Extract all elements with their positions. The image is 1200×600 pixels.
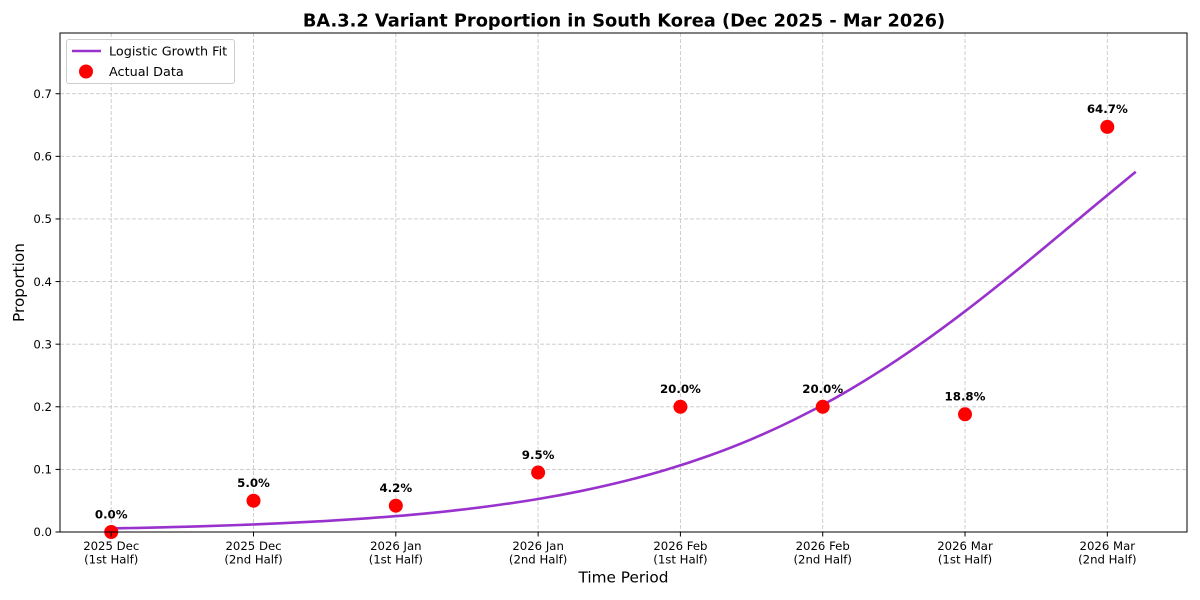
- data-label: 64.7%: [1087, 102, 1128, 116]
- x-tick-label-line: (2nd Half): [794, 553, 852, 567]
- data-point: [246, 493, 261, 508]
- x-tick-label-line: 2026 Mar: [1080, 539, 1136, 553]
- x-tick-label-line: (1st Half): [653, 553, 707, 567]
- data-point: [531, 465, 546, 480]
- x-tick-label-line: 2026 Mar: [937, 539, 993, 553]
- x-tick-label-line: (2nd Half): [509, 553, 567, 567]
- logistic-fit-series: [111, 170, 1137, 530]
- plot-area-frame: [59, 32, 1188, 533]
- x-tick-label-line: 2025 Dec: [225, 539, 281, 553]
- x-tick-label-line: 2026 Jan: [512, 539, 563, 553]
- data-labels: 0.0% 5.0% 4.2% 9.5% 20.0% 20.0% 18.8% 64.7%: [95, 102, 1128, 521]
- y-tick-label: 0.7: [33, 87, 52, 101]
- y-axis-tick-labels: 0.0 0.1 0.2 0.3 0.4 0.5 0.6 0.7: [33, 87, 52, 539]
- x-tick-label: 2025 Dec (2nd Half): [224, 539, 282, 567]
- data-label: 20.0%: [660, 382, 701, 396]
- x-tick-label-line: (1st Half): [938, 553, 992, 567]
- data-point: [388, 498, 403, 513]
- x-tick-label-line: (2nd Half): [224, 553, 282, 567]
- x-tick-label: 2026 Jan (1st Half): [369, 539, 423, 567]
- data-point: [815, 399, 830, 414]
- x-tick-label-line: (1st Half): [84, 553, 138, 567]
- y-tick-label: 0.0: [33, 525, 52, 539]
- y-tick-label: 0.5: [33, 212, 52, 226]
- data-label: 5.0%: [237, 476, 270, 490]
- data-label: 0.0%: [95, 507, 128, 521]
- legend-label-fit: Logistic Growth Fit: [109, 45, 227, 60]
- data-point: [958, 407, 973, 422]
- x-tick-label-line: 2026 Jan: [370, 539, 421, 553]
- data-point: [1100, 119, 1115, 134]
- y-tick-label: 0.3: [33, 337, 52, 351]
- x-tick-label: 2026 Mar (1st Half): [937, 539, 993, 567]
- x-tick-label: 2026 Feb (2nd Half): [794, 539, 852, 567]
- x-tick-label-line: (2nd Half): [1078, 553, 1136, 567]
- x-tick-label: 2026 Feb (1st Half): [653, 539, 707, 567]
- x-axis-tick-labels: 2025 Dec (1st Half)2025 Dec (2nd Half)2026…: [83, 539, 1136, 567]
- legend-marker-swatch: [79, 64, 93, 79]
- x-tick-label: 2025 Dec (1st Half): [83, 539, 139, 567]
- data-label: 20.0%: [802, 382, 843, 396]
- x-tick-label: 2026 Jan (2nd Half): [509, 539, 567, 567]
- x-tick-label-line: (1st Half): [369, 553, 423, 567]
- axis-ticks: [55, 93, 1108, 537]
- x-tick-label: 2026 Mar (2nd Half): [1078, 539, 1136, 567]
- data-label: 4.2%: [379, 481, 412, 495]
- y-tick-label: 0.6: [33, 150, 52, 164]
- y-tick-label: 0.1: [33, 463, 52, 477]
- y-tick-label: 0.2: [33, 400, 52, 414]
- x-tick-label-line: 2026 Feb: [796, 539, 850, 553]
- y-axis-label: Proportion: [10, 243, 28, 322]
- actual-data-series: [104, 119, 1115, 539]
- data-label: 9.5%: [522, 448, 555, 462]
- legend-label-actual: Actual Data: [109, 65, 184, 80]
- y-tick-label: 0.4: [33, 275, 52, 289]
- logistic-fit-line: [111, 170, 1137, 530]
- x-tick-label-line: 2025 Dec: [83, 539, 139, 553]
- x-axis-label: Time Period: [578, 569, 669, 587]
- legend: Logistic Growth Fit Actual Data: [66, 39, 235, 84]
- chart-title: BA.3.2 Variant Proportion in South Korea…: [303, 10, 945, 31]
- x-tick-label-line: 2026 Feb: [653, 539, 707, 553]
- data-label: 18.8%: [945, 390, 986, 404]
- legend-frame: [66, 39, 235, 84]
- data-point: [673, 399, 688, 414]
